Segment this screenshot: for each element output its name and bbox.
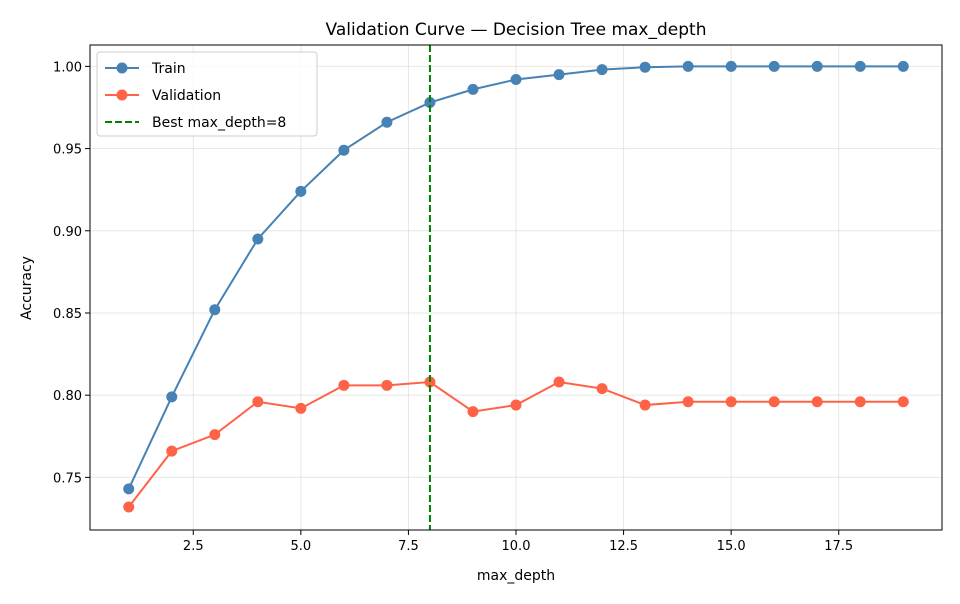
- legend-label: Train: [151, 61, 186, 77]
- data-point-train: [768, 60, 780, 72]
- x-tick-label: 17.5: [824, 539, 853, 554]
- plot-frame: [89, 44, 943, 531]
- data-point-validation: [510, 399, 522, 411]
- data-point-train: [725, 60, 737, 72]
- legend-marker: [116, 62, 128, 74]
- data-point-train: [510, 74, 522, 86]
- y-tick-label: 1.00: [53, 60, 82, 75]
- legend-label: Best max_depth=8: [152, 115, 286, 131]
- x-tick-label: 2.5: [183, 539, 204, 554]
- data-point-train: [811, 60, 823, 72]
- data-point-validation: [424, 376, 436, 388]
- data-point-validation: [596, 383, 608, 395]
- data-point-validation: [897, 396, 909, 408]
- legend: Train Validation Best max_depth=8: [96, 51, 318, 137]
- data-point-validation: [338, 379, 350, 391]
- legend-marker: [116, 89, 128, 101]
- y-axis-label: Accuracy: [19, 256, 35, 320]
- data-point-validation: [295, 402, 307, 414]
- data-point-train: [854, 60, 866, 72]
- y-tick-label: 0.75: [53, 471, 82, 486]
- x-tick-label: 5.0: [291, 539, 312, 554]
- y-tick-label: 0.80: [53, 389, 82, 404]
- data-point-validation: [811, 396, 823, 408]
- data-point-train: [295, 185, 307, 197]
- y-tick-label: 0.90: [53, 225, 82, 240]
- data-point-train: [381, 116, 393, 128]
- legend-label: Validation: [152, 88, 221, 104]
- data-point-validation: [682, 396, 694, 408]
- y-tick-label: 0.95: [53, 143, 82, 158]
- data-point-train: [209, 304, 221, 316]
- data-point-validation: [123, 501, 135, 513]
- data-point-validation: [166, 445, 178, 457]
- data-point-train: [897, 60, 909, 72]
- data-point-train: [682, 60, 694, 72]
- x-tick-label: 12.5: [609, 539, 638, 554]
- data-point-validation: [467, 406, 479, 418]
- data-point-train: [424, 97, 436, 109]
- data-point-validation: [768, 396, 780, 408]
- x-tick-label: 7.5: [398, 539, 419, 554]
- x-tick-label: 15.0: [717, 539, 746, 554]
- x-tick-label: 10.0: [502, 539, 531, 554]
- data-point-validation: [381, 379, 393, 391]
- data-point-validation: [639, 399, 651, 411]
- data-point-validation: [854, 396, 866, 408]
- data-point-train: [596, 64, 608, 76]
- data-point-train: [467, 83, 479, 95]
- chart-title: Validation Curve — Decision Tree max_dep…: [326, 20, 707, 40]
- data-point-train: [252, 233, 264, 245]
- x-axis-label: max_depth: [477, 568, 555, 584]
- data-point-train: [553, 69, 565, 81]
- data-point-train: [338, 144, 350, 156]
- data-point-validation: [725, 396, 737, 408]
- data-point-validation: [209, 429, 221, 441]
- data-point-train: [166, 391, 178, 403]
- data-point-train: [123, 483, 135, 495]
- data-point-train: [639, 61, 651, 73]
- y-tick-label: 0.85: [53, 307, 82, 322]
- legend-box: [96, 51, 318, 137]
- data-point-validation: [553, 376, 565, 388]
- data-point-validation: [252, 396, 264, 408]
